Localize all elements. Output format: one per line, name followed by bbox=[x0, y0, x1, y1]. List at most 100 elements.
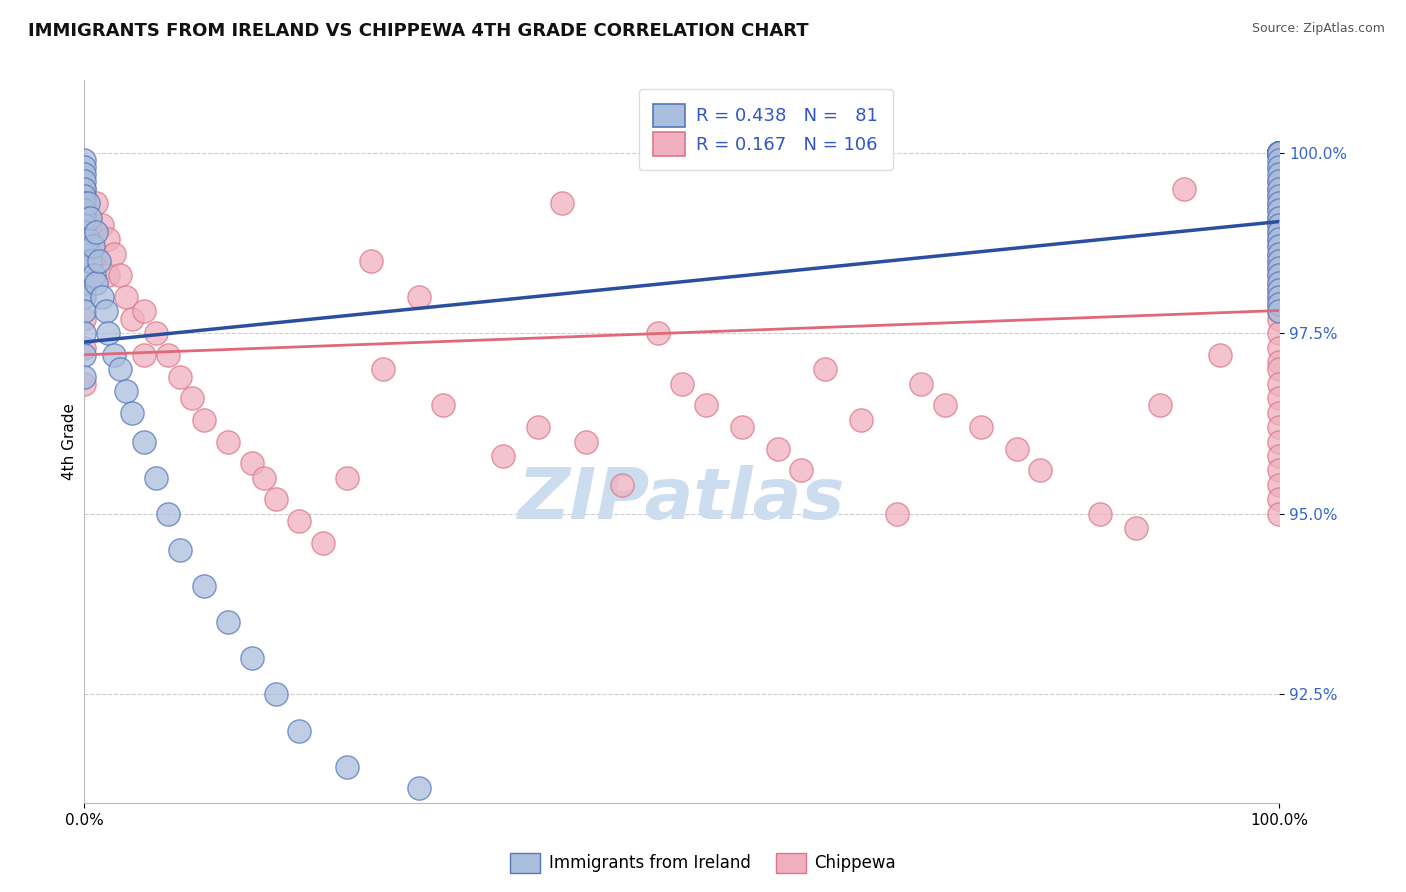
Point bbox=[264, 687, 287, 701]
Text: IMMIGRANTS FROM IRELAND VS CHIPPEWA 4TH GRADE CORRELATION CHART: IMMIGRANTS FROM IRELAND VS CHIPPEWA 4TH … bbox=[28, 22, 808, 40]
Point bbox=[1268, 145, 1291, 160]
Point bbox=[73, 348, 96, 362]
Point bbox=[1268, 196, 1291, 211]
Point bbox=[790, 463, 813, 477]
Point bbox=[1268, 153, 1291, 167]
Point bbox=[73, 189, 96, 203]
Point bbox=[1268, 145, 1291, 160]
Point bbox=[1268, 145, 1291, 160]
Point bbox=[253, 471, 276, 485]
Point bbox=[1268, 434, 1291, 449]
Point bbox=[1268, 211, 1291, 225]
Text: ZIPatlas: ZIPatlas bbox=[519, 465, 845, 533]
Point bbox=[115, 290, 138, 304]
Point bbox=[73, 225, 96, 239]
Point bbox=[647, 326, 669, 341]
Point bbox=[73, 218, 96, 232]
Point bbox=[1268, 225, 1291, 239]
Point bbox=[73, 304, 96, 318]
Point bbox=[731, 420, 754, 434]
Point bbox=[97, 232, 120, 246]
Point bbox=[1268, 145, 1291, 160]
Point bbox=[360, 253, 382, 268]
Point bbox=[575, 434, 598, 449]
Point bbox=[73, 369, 96, 384]
Point bbox=[1268, 203, 1291, 218]
Point bbox=[1268, 145, 1291, 160]
Point bbox=[612, 478, 634, 492]
Point bbox=[73, 225, 96, 239]
Point bbox=[1268, 145, 1291, 160]
Point bbox=[1149, 398, 1171, 412]
Point bbox=[1268, 225, 1291, 239]
Point bbox=[288, 514, 311, 528]
Point bbox=[132, 304, 156, 318]
Point bbox=[1268, 283, 1291, 297]
Point bbox=[1268, 145, 1291, 160]
Point bbox=[240, 456, 263, 470]
Point bbox=[1125, 521, 1147, 535]
Point bbox=[1005, 442, 1028, 456]
Point bbox=[1268, 145, 1291, 160]
Point bbox=[1268, 261, 1291, 276]
Point bbox=[73, 174, 96, 188]
Point bbox=[157, 507, 180, 521]
Point bbox=[1268, 283, 1291, 297]
Point bbox=[145, 326, 167, 341]
Point bbox=[1268, 406, 1291, 420]
Text: Source: ZipAtlas.com: Source: ZipAtlas.com bbox=[1251, 22, 1385, 36]
Point bbox=[910, 376, 932, 391]
Point bbox=[73, 290, 96, 304]
Point bbox=[83, 268, 105, 283]
Point bbox=[1268, 376, 1291, 391]
Point bbox=[1268, 196, 1291, 211]
Point bbox=[91, 290, 114, 304]
Point bbox=[1268, 167, 1291, 181]
Point bbox=[1268, 362, 1291, 376]
Point bbox=[1268, 304, 1291, 318]
Point bbox=[1268, 182, 1291, 196]
Point bbox=[73, 246, 96, 260]
Point bbox=[1268, 182, 1291, 196]
Point bbox=[79, 211, 101, 225]
Point bbox=[432, 398, 454, 412]
Point bbox=[264, 492, 287, 507]
Point bbox=[79, 253, 101, 268]
Point bbox=[1268, 246, 1291, 260]
Point bbox=[312, 535, 335, 549]
Point bbox=[1268, 420, 1291, 434]
Point bbox=[886, 507, 908, 521]
Legend: Immigrants from Ireland, Chippewa: Immigrants from Ireland, Chippewa bbox=[503, 847, 903, 880]
Point bbox=[336, 471, 359, 485]
Point bbox=[1268, 304, 1291, 318]
Point bbox=[1268, 246, 1291, 260]
Point bbox=[73, 326, 96, 341]
Point bbox=[73, 153, 96, 167]
Point bbox=[1268, 145, 1291, 160]
Point bbox=[527, 420, 550, 434]
Point bbox=[94, 304, 117, 318]
Point bbox=[73, 196, 96, 211]
Point bbox=[73, 203, 96, 218]
Point bbox=[1268, 174, 1291, 188]
Point bbox=[1268, 218, 1291, 232]
Point bbox=[1268, 463, 1291, 477]
Point bbox=[408, 781, 430, 796]
Point bbox=[1268, 145, 1291, 160]
Point bbox=[1268, 145, 1291, 160]
Point bbox=[1090, 507, 1112, 521]
Point bbox=[1268, 276, 1291, 290]
Point bbox=[86, 246, 108, 260]
Point bbox=[1268, 492, 1291, 507]
Point bbox=[169, 542, 191, 557]
Point bbox=[1268, 145, 1291, 160]
Point bbox=[181, 391, 204, 405]
Point bbox=[86, 276, 108, 290]
Point bbox=[671, 376, 693, 391]
Point bbox=[1268, 297, 1291, 311]
Point bbox=[86, 225, 108, 239]
Point bbox=[1268, 232, 1291, 246]
Point bbox=[1268, 290, 1291, 304]
Point bbox=[1268, 355, 1291, 369]
Point bbox=[1268, 145, 1291, 160]
